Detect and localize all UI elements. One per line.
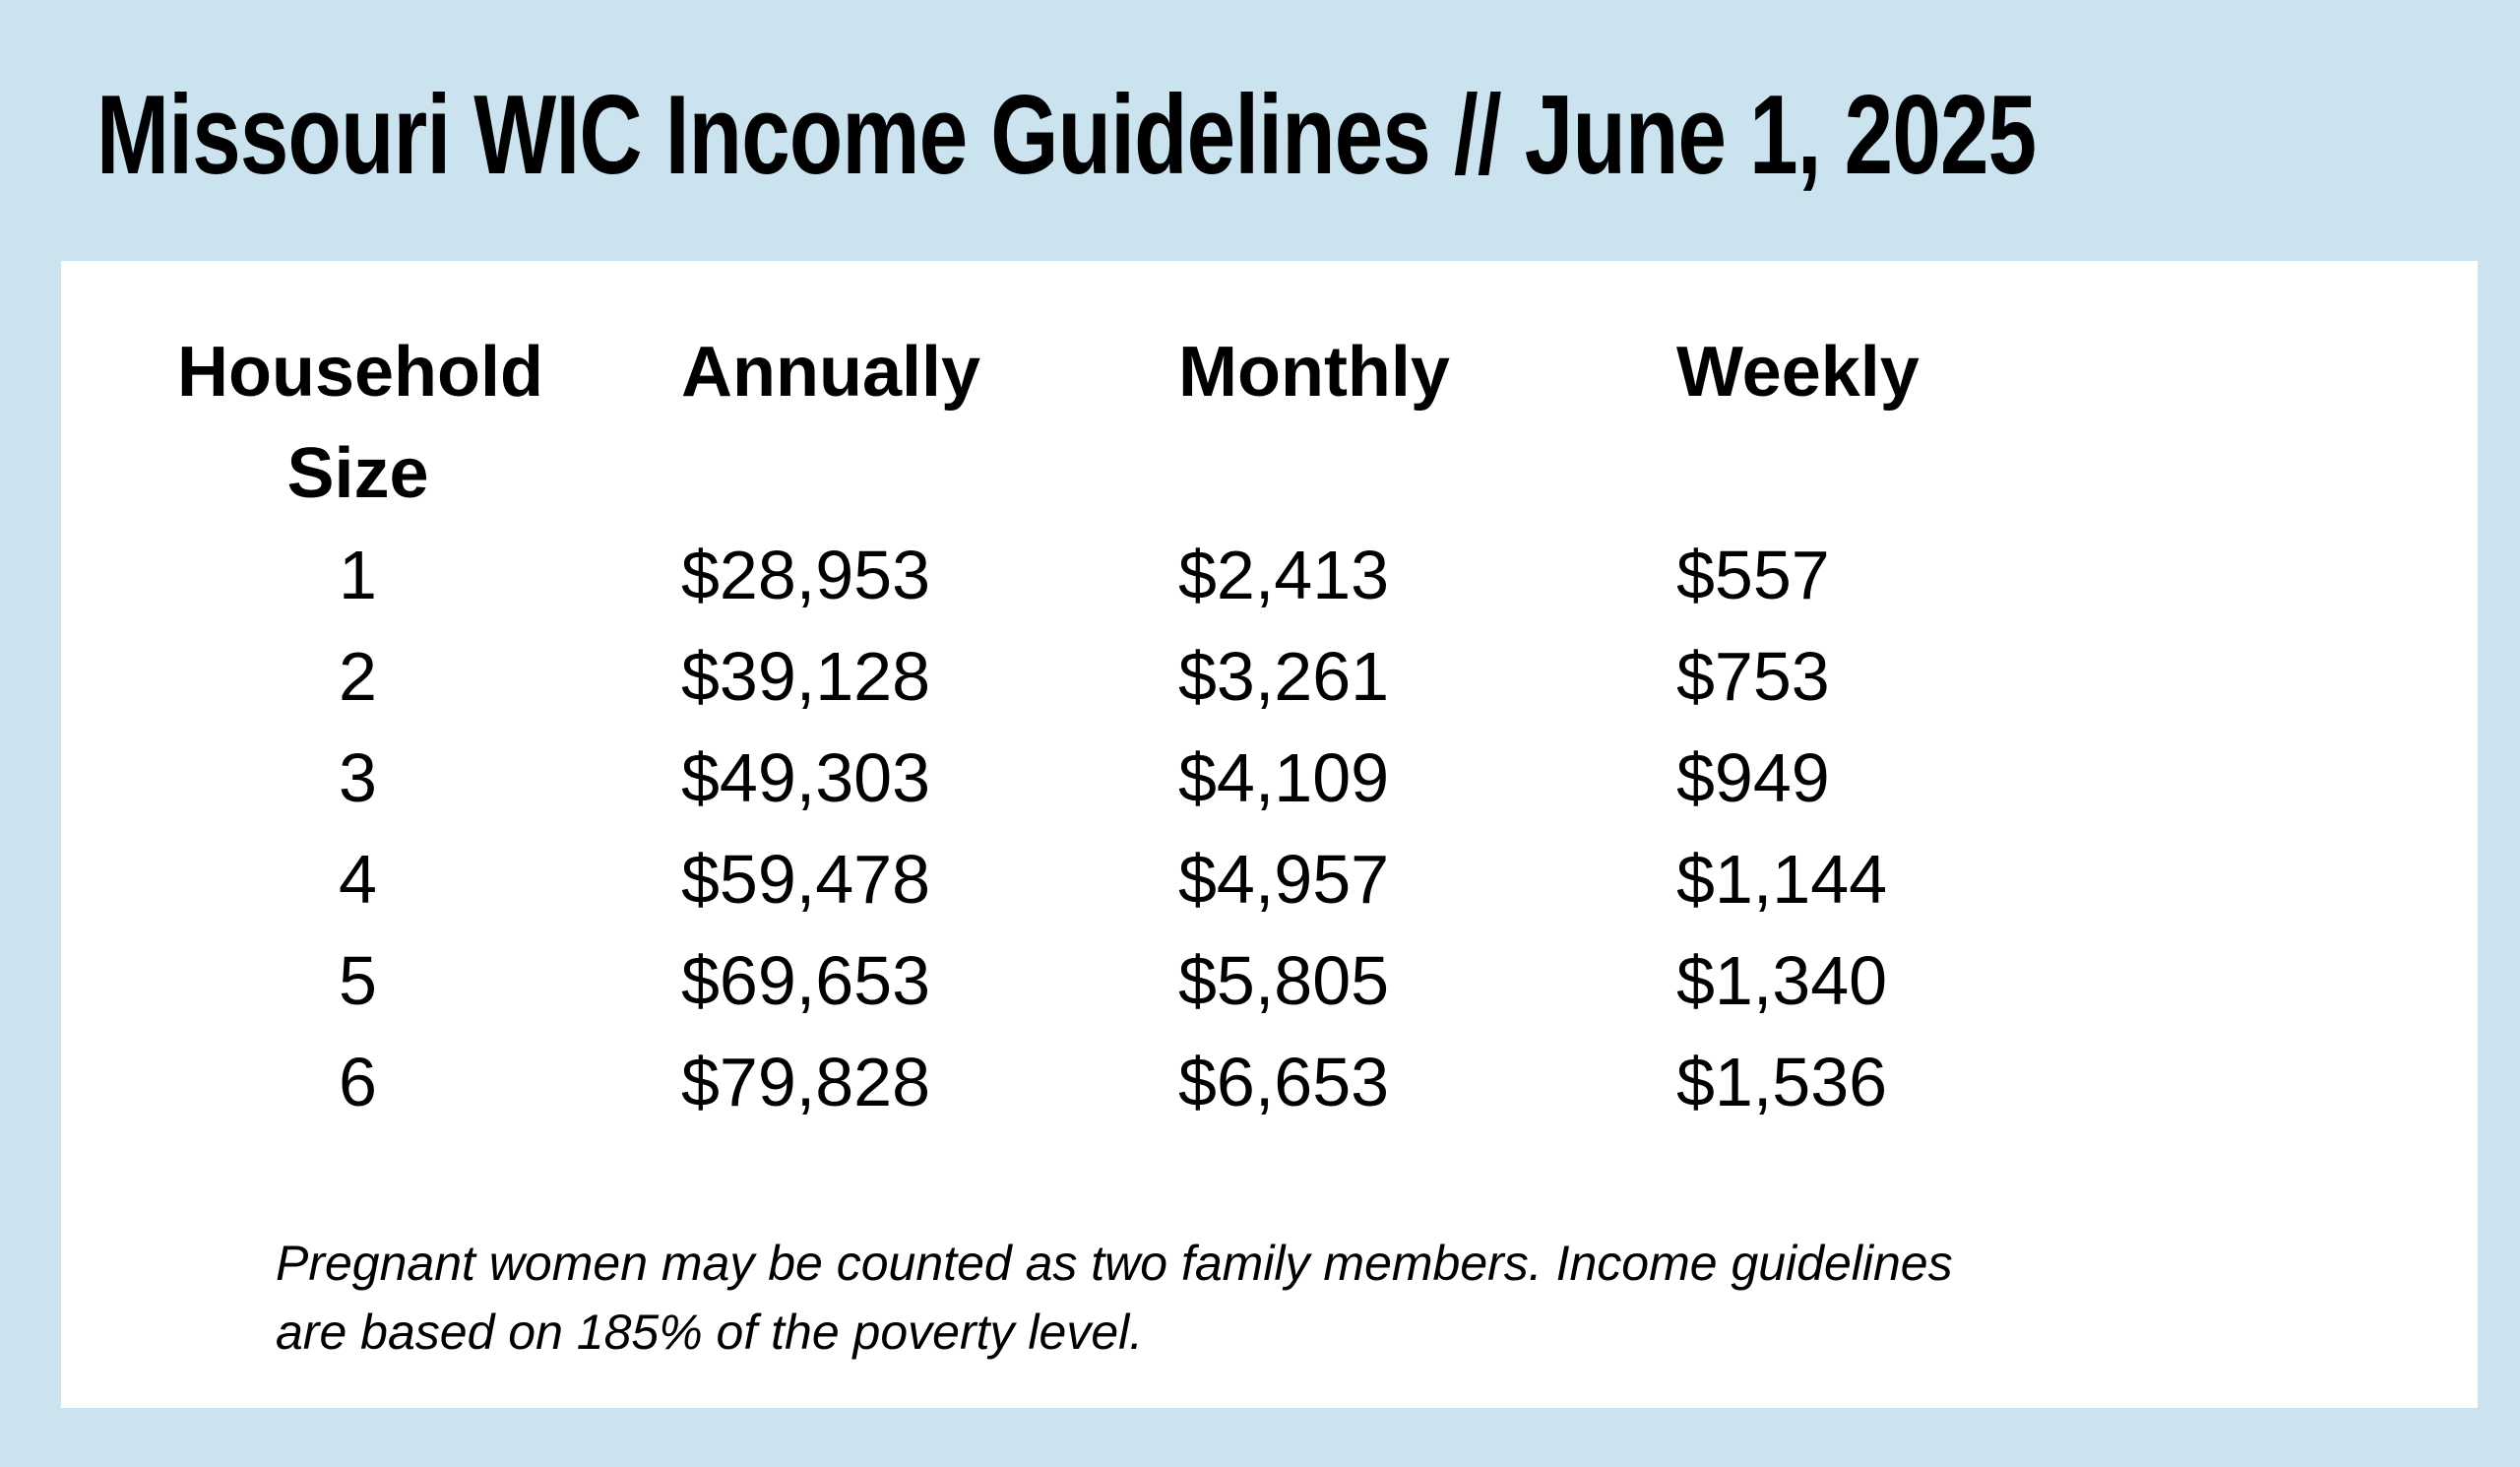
cell-annually: $69,653 bbox=[681, 942, 931, 1019]
cell-annually: $28,953 bbox=[681, 537, 931, 613]
footnote-line-2: are based on 185% of the poverty level. bbox=[276, 1305, 1144, 1360]
cell-monthly: $4,957 bbox=[1178, 841, 1390, 918]
cell-household-size: 3 bbox=[339, 739, 377, 816]
cell-household-size: 5 bbox=[339, 942, 377, 1019]
header-size: Size bbox=[286, 434, 429, 513]
header-weekly: Weekly bbox=[1676, 333, 1920, 412]
header-monthly: Monthly bbox=[1178, 333, 1450, 412]
cell-weekly: $949 bbox=[1676, 739, 1830, 816]
table-row: 4 $59,478 $4,957 $1,144 bbox=[61, 829, 2478, 930]
guidelines-card: Household Annually Monthly Weekly Size 1… bbox=[61, 261, 2478, 1408]
table-header-row-size: Size bbox=[61, 423, 2478, 525]
cell-household-size: 4 bbox=[339, 841, 377, 918]
footnote-line-1: Pregnant women may be counted as two fam… bbox=[276, 1236, 1953, 1291]
table-body: 1 $28,953 $2,413 $557 2 $39,128 $3,261 $… bbox=[61, 525, 2478, 1133]
cell-annually: $79,828 bbox=[681, 1044, 931, 1120]
income-table: Household Annually Monthly Weekly Size 1… bbox=[61, 322, 2478, 1133]
cell-annually: $59,478 bbox=[681, 841, 931, 918]
header-household: Household bbox=[177, 333, 543, 412]
cell-weekly: $1,536 bbox=[1676, 1044, 1888, 1120]
cell-household-size: 6 bbox=[339, 1044, 377, 1120]
cell-monthly: $2,413 bbox=[1178, 537, 1390, 613]
header-annually: Annually bbox=[681, 333, 981, 412]
cell-annually: $49,303 bbox=[681, 739, 931, 816]
cell-weekly: $557 bbox=[1676, 537, 1830, 613]
cell-weekly: $1,144 bbox=[1676, 841, 1888, 918]
table-row: 2 $39,128 $3,261 $753 bbox=[61, 626, 2478, 728]
table-row: 3 $49,303 $4,109 $949 bbox=[61, 728, 2478, 829]
table-header-row: Household Annually Monthly Weekly bbox=[61, 322, 2478, 423]
table-row: 1 $28,953 $2,413 $557 bbox=[61, 525, 2478, 626]
cell-monthly: $3,261 bbox=[1178, 638, 1390, 715]
table-row: 5 $69,653 $5,805 $1,340 bbox=[61, 930, 2478, 1032]
cell-monthly: $5,805 bbox=[1178, 942, 1390, 1019]
cell-household-size: 2 bbox=[339, 638, 377, 715]
cell-monthly: $6,653 bbox=[1178, 1044, 1390, 1120]
cell-monthly: $4,109 bbox=[1178, 739, 1390, 816]
cell-weekly: $753 bbox=[1676, 638, 1830, 715]
cell-household-size: 1 bbox=[339, 537, 377, 613]
footnote: Pregnant women may be counted as two fam… bbox=[276, 1229, 1953, 1367]
cell-weekly: $1,340 bbox=[1676, 942, 1888, 1019]
table-row: 6 $79,828 $6,653 $1,536 bbox=[61, 1032, 2478, 1133]
page-title: Missouri WIC Income Guidelines // June 1… bbox=[96, 73, 2037, 198]
cell-annually: $39,128 bbox=[681, 638, 931, 715]
